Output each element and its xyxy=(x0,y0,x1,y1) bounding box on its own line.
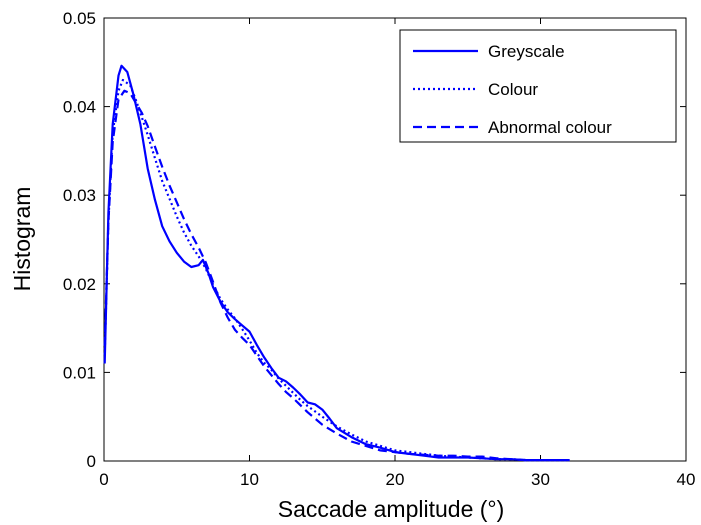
x-tick-label: 0 xyxy=(99,470,108,489)
y-axis-label: Histogram xyxy=(9,187,35,292)
series-line-abnormal-colour xyxy=(103,89,527,462)
x-tick-label: 30 xyxy=(531,470,550,489)
legend-label: Abnormal colour xyxy=(488,118,612,137)
x-tick-label: 40 xyxy=(677,470,696,489)
series-layer xyxy=(103,64,570,462)
x-tick-label: 10 xyxy=(240,470,259,489)
series-line-greyscale xyxy=(103,64,570,462)
legend-items: Greyscale Colour Abnormal colour xyxy=(413,42,612,137)
x-axis-label: Saccade amplitude (°) xyxy=(278,496,505,522)
y-tick-label: 0.01 xyxy=(63,363,96,382)
legend-label: Colour xyxy=(488,80,538,99)
axis-ticks: 0 10 20 30 40 0 0.01 0.02 0.03 0.04 0.05 xyxy=(63,9,696,489)
legend-box xyxy=(399,29,677,143)
legend: Greyscale Colour Abnormal colour xyxy=(399,29,677,143)
y-tick-label: 0.05 xyxy=(63,9,96,28)
legend-label: Greyscale xyxy=(488,42,565,61)
y-tick-label: 0.04 xyxy=(63,98,96,117)
x-tick-label: 20 xyxy=(386,470,405,489)
y-tick-label: 0.02 xyxy=(63,275,96,294)
y-tick-label: 0 xyxy=(87,452,96,471)
y-tick-label: 0.03 xyxy=(63,186,96,205)
